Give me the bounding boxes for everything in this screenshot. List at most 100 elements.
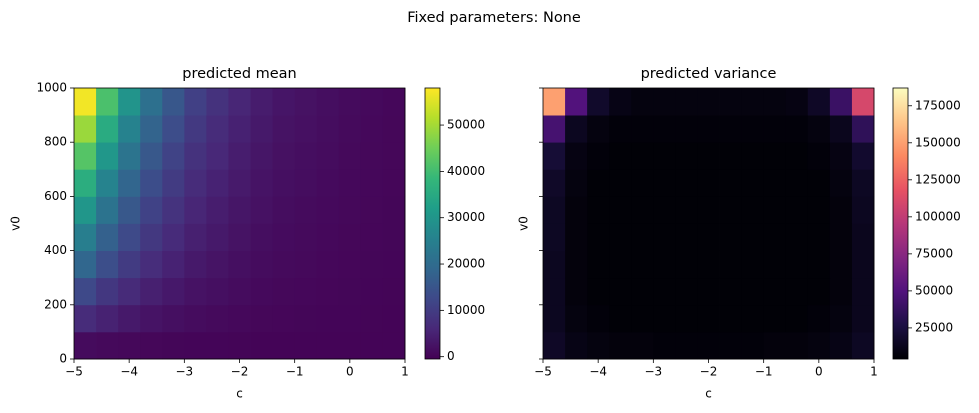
heatmap-cell <box>338 223 362 251</box>
heatmap-cell <box>697 88 720 116</box>
heatmap-cell <box>851 115 875 143</box>
heatmap-cell <box>807 196 831 224</box>
heatmap-cell <box>96 223 119 251</box>
heatmap-cell <box>162 142 185 170</box>
heatmap-cell <box>360 223 384 251</box>
y-axis-label: v0 <box>9 216 23 231</box>
heatmap-cell <box>719 196 742 224</box>
heatmap-cell <box>565 196 588 224</box>
heatmap-cell <box>140 304 163 333</box>
heatmap-cell <box>184 169 207 197</box>
heatmap-cell <box>587 88 610 116</box>
colorbar-tick-label: 100000 <box>915 209 961 223</box>
heatmap-cell <box>118 88 141 116</box>
heatmap-cell <box>162 196 185 224</box>
heatmap-cell <box>118 331 141 360</box>
heatmap-cell <box>250 196 273 224</box>
heatmap-cell <box>316 196 340 224</box>
heatmap-cell <box>609 196 632 224</box>
y-tick-label: 1000 <box>36 81 67 95</box>
heatmap-cell <box>162 115 185 143</box>
heatmap-cell <box>338 196 362 224</box>
heatmap-cell <box>653 142 676 170</box>
heatmap-cell <box>565 223 588 251</box>
heatmap-cell <box>565 250 588 279</box>
heatmap-cell <box>807 142 831 170</box>
heatmap-cell <box>763 250 787 279</box>
heatmap-cell <box>184 88 207 116</box>
heatmap-cell <box>543 223 566 251</box>
heatmap-cell <box>785 331 809 360</box>
heatmap-cell <box>543 304 566 333</box>
heatmap-cell <box>184 142 207 170</box>
heatmap-cell <box>382 196 406 224</box>
heatmap-cell <box>565 331 588 360</box>
heatmap-cell <box>741 304 765 333</box>
heatmap-cell <box>653 331 676 360</box>
heatmap-cell <box>741 250 765 279</box>
heatmap-cell <box>851 223 875 251</box>
heatmap-cell <box>228 304 251 333</box>
heatmap-cell <box>294 223 318 251</box>
heatmap-cell <box>741 331 765 360</box>
heatmap-cell <box>587 115 610 143</box>
heatmap-cell <box>653 277 676 306</box>
heatmap-cell <box>653 196 676 224</box>
heatmap-cell <box>228 196 251 224</box>
heatmap-cell <box>829 250 853 279</box>
heatmap-cell <box>206 331 229 360</box>
heatmap-cell <box>294 115 318 143</box>
x-tick-label: −1 <box>755 365 773 379</box>
heatmap-cell <box>829 304 853 333</box>
x-tick-label: −5 <box>65 365 83 379</box>
heatmap-cell <box>829 142 853 170</box>
heatmap-cell <box>675 196 698 224</box>
heatmap-cell <box>719 250 742 279</box>
heatmap-cell <box>360 196 384 224</box>
heatmap-cell <box>829 115 853 143</box>
heatmap-cell <box>316 304 340 333</box>
heatmap-cell <box>316 142 340 170</box>
heatmap-cell <box>184 223 207 251</box>
heatmap-cell <box>829 88 853 116</box>
heatmap-cell <box>140 223 163 251</box>
heatmap-cell <box>118 304 141 333</box>
heatmap-cell <box>807 88 831 116</box>
heatmap-cell <box>697 142 720 170</box>
heatmap-cell <box>118 223 141 251</box>
heatmap-cell <box>741 223 765 251</box>
heatmap-cell <box>851 196 875 224</box>
heatmap-cell <box>118 196 141 224</box>
heatmap-cell <box>382 115 406 143</box>
heatmap-cell <box>851 142 875 170</box>
heatmap-cell <box>250 304 273 333</box>
colorbar-tick-label: 175000 <box>915 98 961 112</box>
y-tick-label: 600 <box>44 189 67 203</box>
heatmap-cell <box>565 142 588 170</box>
heatmap-cell <box>74 304 97 333</box>
heatmap-cell <box>140 115 163 143</box>
heatmap-cell <box>140 142 163 170</box>
heatmap-cell <box>851 277 875 306</box>
heatmap-cell <box>360 250 384 279</box>
heatmap-cell <box>829 223 853 251</box>
heatmap-cell <box>118 250 141 279</box>
x-tick-label: 1 <box>401 365 409 379</box>
heatmap-cell <box>763 277 787 306</box>
heatmap-cell <box>316 277 340 306</box>
x-tick-label: −5 <box>534 365 552 379</box>
heatmap-cell <box>184 277 207 306</box>
heatmap-cell <box>807 115 831 143</box>
heatmap-cell <box>697 304 720 333</box>
heatmap-cell <box>382 304 406 333</box>
heatmap-cell <box>587 277 610 306</box>
heatmap-cell <box>631 88 654 116</box>
heatmap-cell <box>162 331 185 360</box>
colorbar <box>424 87 441 360</box>
heatmap-cell <box>140 196 163 224</box>
heatmap-cell <box>675 115 698 143</box>
heatmap-cell <box>763 331 787 360</box>
heatmap-cell <box>294 304 318 333</box>
heatmap-cell <box>741 277 765 306</box>
heatmap-cell <box>74 331 97 360</box>
